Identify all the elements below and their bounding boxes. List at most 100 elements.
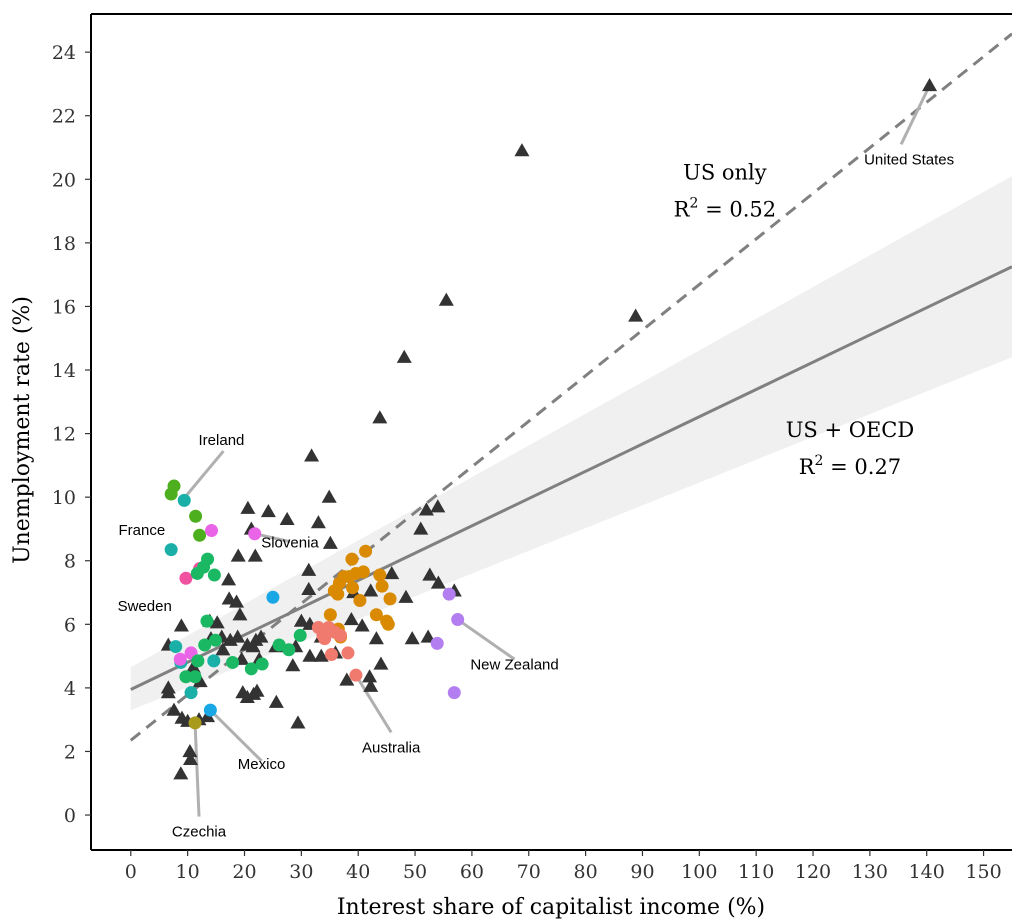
- data-point-circle: [164, 543, 178, 557]
- fit-stat-title: US only: [683, 160, 767, 184]
- x-tick-label: 100: [681, 861, 717, 883]
- data-point-triangle: [373, 656, 389, 670]
- annotations: United States Ireland France Slovenia Sweden…: [118, 151, 955, 840]
- data-point-triangle: [293, 613, 309, 627]
- x-tick-label: 40: [346, 861, 370, 883]
- data-point-triangle: [160, 685, 176, 699]
- data-point-triangle: [245, 639, 261, 653]
- data-point-triangle: [173, 618, 189, 632]
- data-point-triangle: [247, 548, 263, 562]
- x-tick-label: 140: [909, 861, 945, 883]
- data-point-triangle: [368, 631, 384, 645]
- x-tick-label: 10: [176, 861, 200, 883]
- data-point-circle: [188, 670, 202, 684]
- y-tick-label: 12: [52, 424, 76, 446]
- data-point-circle: [272, 638, 286, 652]
- fit-stat-r2: R2 = 0.27: [799, 453, 901, 479]
- data-point-triangle: [922, 78, 938, 92]
- data-point-circle: [179, 571, 193, 585]
- x-tick-label: 120: [795, 861, 831, 883]
- data-point-triangle: [430, 499, 446, 513]
- axes: 0 10 20 30 40 50 60 70 80 90 100 110 120 130 140 150024…: [52, 13, 1012, 883]
- data-point-circle: [282, 643, 296, 657]
- data-point-circle: [323, 608, 337, 622]
- annotation-leaders: [182, 84, 931, 817]
- x-tick-label: 50: [403, 861, 427, 883]
- data-point-triangle: [322, 535, 338, 549]
- data-point-circle: [383, 592, 397, 606]
- confidence-band-area: [130, 176, 1012, 711]
- data-point-triangle: [438, 292, 454, 306]
- x-tick-label: 0: [125, 861, 137, 883]
- data-point-circle: [190, 566, 204, 580]
- data-point-triangle: [182, 751, 198, 766]
- data-point-triangle: [422, 567, 438, 581]
- annotation-leader: [193, 722, 201, 817]
- data-point-triangle: [628, 308, 644, 322]
- data-point-triangle: [221, 572, 237, 586]
- data-point-triangle: [285, 658, 301, 672]
- data-point-triangle: [268, 694, 284, 708]
- data-point-triangle: [384, 565, 400, 580]
- data-point-circle: [207, 654, 221, 668]
- data-point-triangle: [182, 743, 198, 758]
- data-point-circle: [255, 657, 269, 671]
- data-point-circle: [430, 636, 444, 650]
- data-point-circle: [334, 628, 348, 642]
- data-point-circle: [209, 633, 223, 647]
- y-tick-label: 24: [52, 42, 76, 64]
- data-point-triangle: [301, 581, 317, 595]
- y-tick-label: 16: [52, 296, 76, 318]
- y-tick-label: 8: [64, 551, 76, 573]
- data-point-circle: [177, 493, 191, 507]
- data-point-triangle: [430, 575, 446, 589]
- annotation-leader: [354, 674, 393, 734]
- data-point-circle: [345, 552, 359, 566]
- fit-statistics: US only R2 = 0.52 US + OECD R2 = 0.27: [674, 160, 915, 478]
- fit-line-us-oecd: [130, 265, 1012, 691]
- data-point-circle: [349, 668, 363, 682]
- country-label: Mexico: [238, 756, 286, 773]
- data-point-triangle: [230, 548, 246, 562]
- data-point-triangle: [166, 702, 182, 716]
- data-point-circle: [318, 632, 332, 646]
- x-tick-label: 20: [232, 861, 256, 883]
- x-tick-label: 90: [630, 861, 654, 883]
- data-point-circle: [451, 613, 465, 627]
- y-tick-label: 18: [52, 233, 76, 255]
- data-point-circle: [189, 509, 203, 523]
- country-label: Australia: [362, 739, 421, 756]
- fit-stat-title: US + OECD: [786, 418, 914, 442]
- data-point-triangle: [313, 648, 329, 662]
- x-tick-label: 80: [574, 861, 598, 883]
- annotation-leader: [209, 709, 263, 763]
- fit-stat-r2: R2 = 0.52: [674, 195, 776, 221]
- data-point-circle: [244, 662, 258, 676]
- x-tick-label: 130: [852, 861, 888, 883]
- data-point-triangle: [215, 642, 231, 656]
- data-point-triangle: [301, 562, 317, 576]
- y-tick-label: 6: [64, 614, 76, 636]
- data-point-circle: [341, 646, 355, 660]
- data-point-triangle: [404, 631, 420, 645]
- data-point-circle: [184, 686, 198, 700]
- data-point-triangle: [339, 672, 355, 686]
- data-point-triangle: [398, 589, 414, 603]
- data-point-triangle: [363, 583, 379, 597]
- data-point-triangle: [240, 500, 256, 514]
- data-point-circle: [207, 568, 221, 582]
- data-point-triangle: [413, 521, 429, 535]
- data-point-circle: [169, 640, 183, 654]
- data-point-triangle: [260, 503, 276, 518]
- data-point-circle: [179, 670, 193, 684]
- country-label: Czechia: [172, 824, 227, 841]
- data-point-circle: [266, 590, 280, 604]
- data-point-triangle: [302, 648, 318, 662]
- data-point-triangle: [239, 689, 255, 704]
- country-label: Ireland: [199, 432, 245, 449]
- data-point-triangle: [396, 349, 412, 363]
- data-point-circle: [205, 524, 219, 538]
- annotation-leader: [899, 84, 931, 145]
- data-point-circle: [173, 652, 187, 666]
